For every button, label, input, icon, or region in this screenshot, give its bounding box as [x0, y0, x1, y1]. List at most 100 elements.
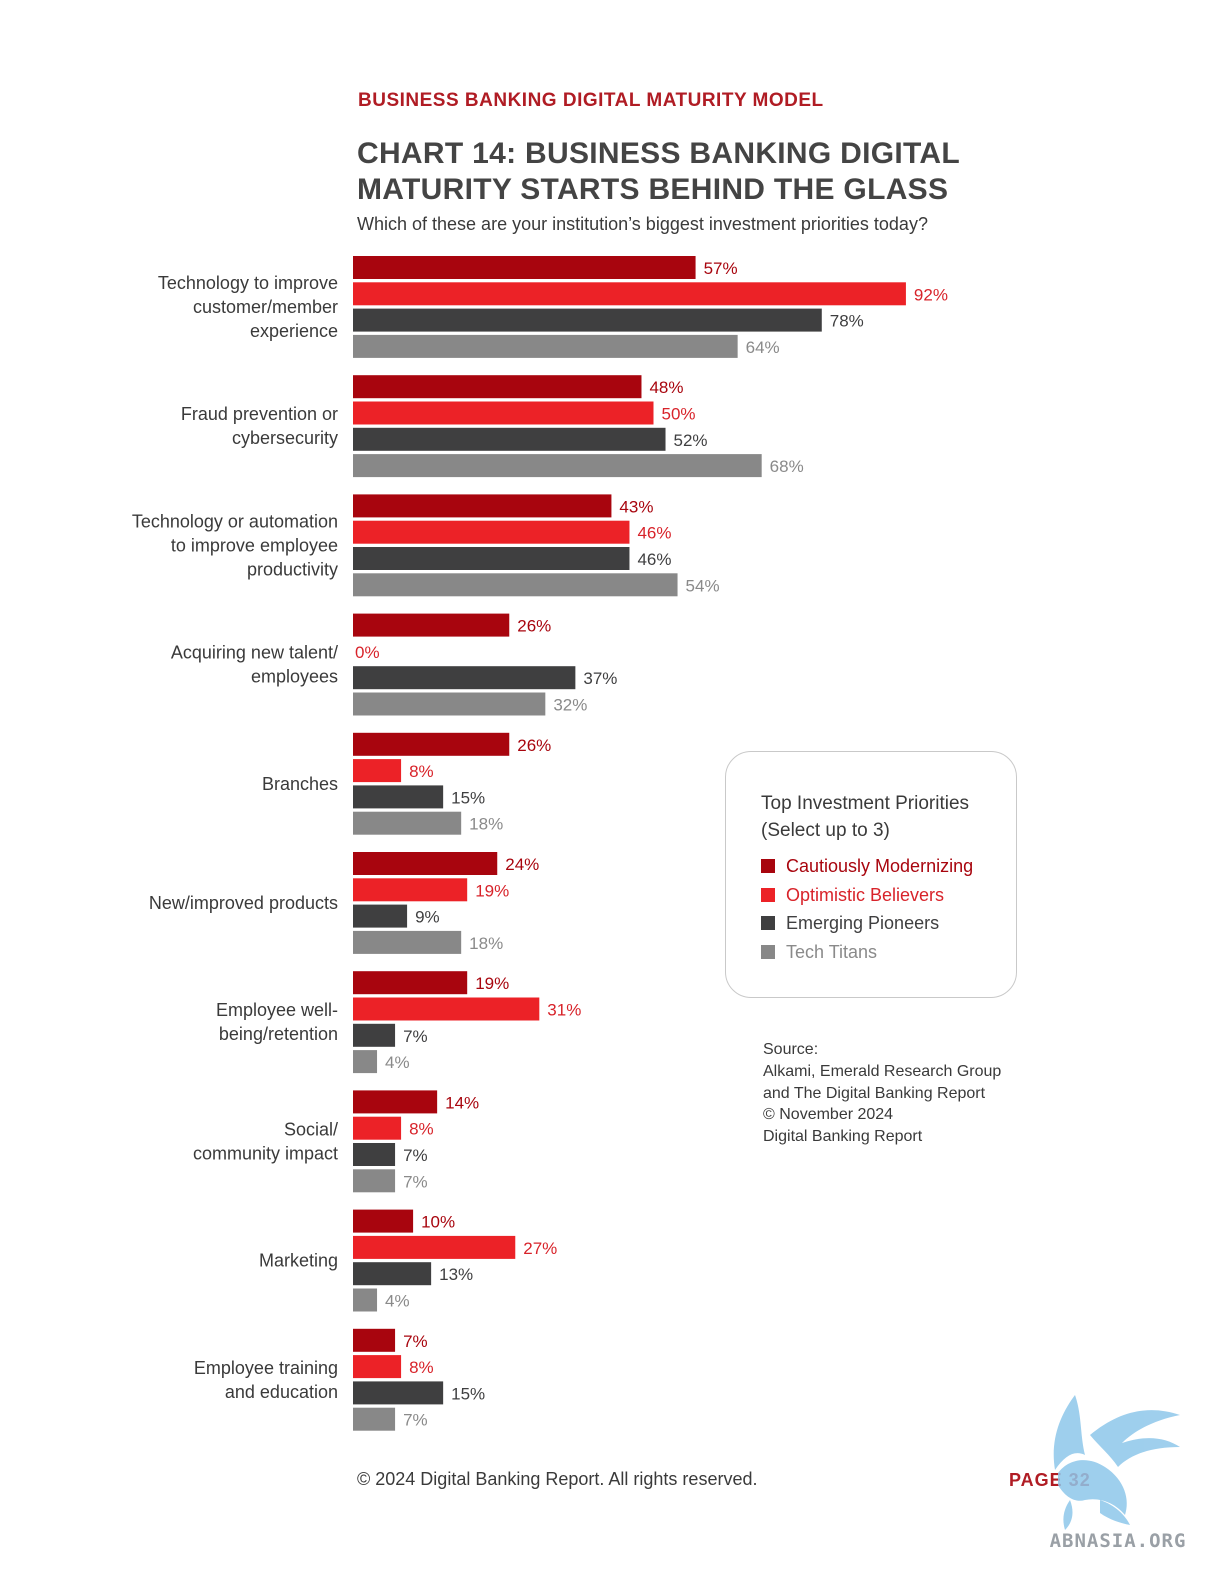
report-section-kicker: BUSINESS BANKING DIGITAL MATURITY MODEL	[358, 90, 824, 111]
bar	[353, 256, 696, 279]
bar	[353, 1116, 402, 1140]
bar	[353, 1235, 516, 1259]
bar	[353, 1023, 396, 1047]
legend-item-optimistic-believers: Optimistic Believers	[761, 882, 973, 911]
value-label: 64%	[746, 338, 780, 357]
bar	[353, 759, 402, 783]
legend-swatch	[761, 859, 775, 873]
category-label: Social/	[284, 1119, 338, 1139]
legend-item-cautiously-modernizing: Cautiously Modernizing	[761, 853, 973, 882]
value-label: 57%	[704, 259, 738, 278]
value-label: 14%	[445, 1093, 479, 1112]
legend-item-emerging-pioneers: Emerging Pioneers	[761, 910, 973, 939]
legend-swatch	[761, 916, 775, 930]
value-label: 7%	[403, 1411, 428, 1430]
bars	[353, 256, 906, 1431]
bar	[353, 1288, 378, 1312]
value-label: 26%	[517, 617, 551, 636]
value-label: 7%	[403, 1146, 428, 1165]
legend-title: Top Investment Priorities (Select up to …	[761, 790, 1001, 844]
source-note: Source: Alkami, Emerald Research Group a…	[763, 1039, 1001, 1148]
category-label: customer/member	[193, 297, 338, 317]
value-label: 78%	[830, 312, 864, 331]
source-line: Digital Banking Report	[763, 1128, 923, 1146]
category-label: community impact	[193, 1143, 338, 1163]
legend-title-line: Top Investment Priorities	[761, 793, 970, 814]
bar	[353, 520, 630, 544]
bar	[353, 1407, 396, 1431]
value-label: 48%	[649, 378, 683, 397]
bar	[353, 666, 576, 690]
value-label: 9%	[415, 908, 440, 927]
value-label: 15%	[451, 788, 485, 807]
value-label: 43%	[619, 497, 653, 516]
bar	[353, 613, 510, 637]
category-label: Acquiring new talent/	[171, 643, 338, 663]
category-label: Branches	[262, 774, 338, 794]
value-label: 31%	[547, 1001, 581, 1020]
bar	[353, 1090, 438, 1114]
value-label: 19%	[475, 974, 509, 993]
value-label: 24%	[505, 855, 539, 874]
legend: Top Investment Priorities (Select up to …	[725, 751, 1017, 998]
value-label: 15%	[451, 1384, 485, 1403]
category-label: productivity	[247, 559, 338, 579]
legend-items: Cautiously Modernizing Optimistic Believ…	[761, 853, 973, 967]
chart-title: CHART 14: BUSINESS BANKING DIGITAL MATUR…	[357, 137, 960, 206]
value-label: 8%	[409, 762, 434, 781]
bar	[353, 375, 642, 399]
value-label: 19%	[475, 881, 509, 900]
category-label: Technology or automation	[132, 511, 338, 531]
category-label: and education	[225, 1382, 338, 1402]
bar	[353, 1050, 378, 1074]
value-label: 26%	[517, 736, 551, 755]
bar	[353, 1355, 402, 1379]
category-label: New/improved products	[149, 893, 338, 913]
value-label: 46%	[637, 550, 671, 569]
watermark-text: ABNASIA.ORG	[1050, 1530, 1187, 1552]
bar	[353, 1169, 396, 1193]
value-label: 8%	[409, 1120, 434, 1139]
category-label: cybersecurity	[232, 428, 338, 448]
bar	[353, 308, 822, 332]
bar	[353, 454, 762, 478]
value-label: 13%	[439, 1265, 473, 1284]
value-label: 92%	[914, 285, 948, 304]
bar	[353, 282, 906, 306]
bar	[353, 811, 462, 835]
legend-label: Cautiously Modernizing	[786, 856, 974, 876]
value-label: 27%	[523, 1239, 557, 1258]
category-label: being/retention	[219, 1024, 338, 1044]
category-label: Fraud prevention or	[181, 404, 338, 424]
value-label: 54%	[686, 576, 720, 595]
value-labels: 57% 92% 78% 64% 48% 50% 52% 68% 43% 46% 46% 54% 26% 0…	[355, 259, 948, 1430]
bar	[353, 573, 678, 597]
bar	[353, 1209, 414, 1233]
source-line: and The Digital Banking Report	[763, 1084, 986, 1102]
bar	[353, 785, 444, 809]
bar	[353, 997, 540, 1021]
value-label: 37%	[583, 669, 617, 688]
value-label: 8%	[409, 1358, 434, 1377]
category-label: Employee well-	[216, 1000, 338, 1020]
bar	[353, 427, 666, 451]
source-line: © November 2024	[763, 1106, 894, 1124]
source-line: Source:	[763, 1041, 819, 1058]
legend-item-tech-titans: Tech Titans	[761, 939, 973, 968]
value-label: 7%	[403, 1027, 428, 1046]
source-line: Alkami, Emerald Research Group	[763, 1062, 1002, 1080]
bar	[353, 1143, 396, 1166]
bar	[353, 1328, 396, 1352]
category-label: to improve employee	[171, 535, 338, 555]
value-label: 68%	[770, 457, 804, 476]
value-label: 7%	[403, 1332, 428, 1351]
legend-swatch	[761, 887, 775, 902]
watermark: ABNASIA.ORG	[1050, 1395, 1187, 1552]
legend-label: Emerging Pioneers	[786, 913, 940, 933]
category-labels: Technology to improve customer/member expe…	[132, 273, 338, 1402]
category-label: Marketing	[259, 1251, 338, 1271]
value-label: 0%	[355, 643, 380, 662]
category-label: employees	[251, 667, 338, 687]
value-label: 4%	[385, 1053, 410, 1072]
bar	[353, 692, 546, 716]
